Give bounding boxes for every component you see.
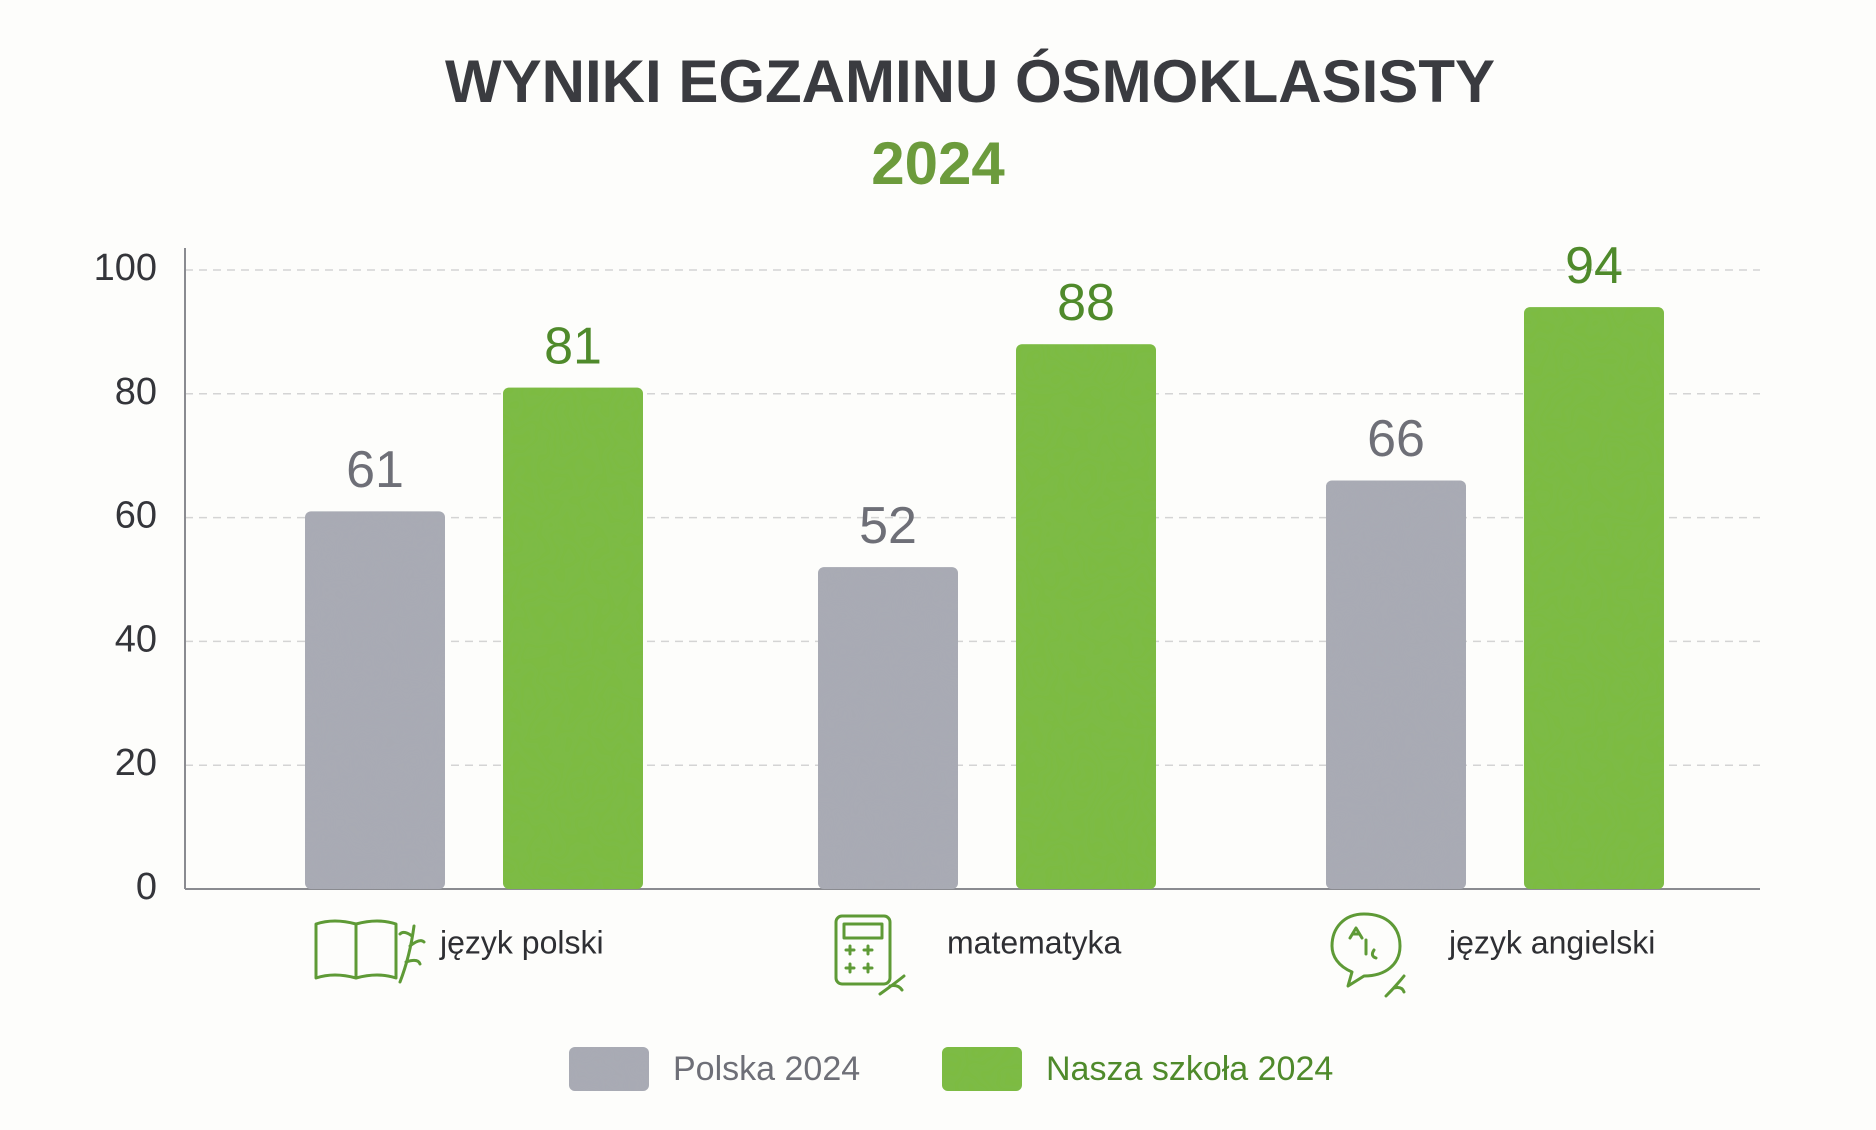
y-tick-label: 100 (94, 247, 157, 289)
x-tick-label: matematyka (947, 924, 1121, 960)
value-label: 88 (1057, 274, 1115, 332)
value-label: 66 (1367, 410, 1425, 468)
y-tick-label: 60 (115, 495, 157, 537)
legend-swatch (942, 1047, 1022, 1091)
x-tick-label: język polski (439, 924, 604, 960)
chart-subtitle: 2024 (871, 130, 1005, 197)
bar (305, 511, 445, 889)
icon-calculator (834, 914, 906, 996)
legend-label: Polska 2024 (673, 1050, 860, 1088)
y-tick-label: 40 (115, 618, 157, 660)
icon-book (314, 919, 426, 984)
bar (818, 567, 958, 889)
bar (503, 387, 643, 889)
y-tick-label: 20 (115, 742, 157, 784)
y-tick-label: 0 (136, 866, 157, 908)
value-label: 94 (1565, 237, 1623, 295)
x-tick-label: język angielski (1448, 924, 1655, 960)
bar (1524, 307, 1664, 889)
bar (1326, 480, 1466, 889)
legend-label: Nasza szkoła 2024 (1046, 1050, 1333, 1088)
legend-swatch (569, 1047, 649, 1091)
y-tick-label: 80 (115, 371, 157, 413)
chart-title: WYNIKI EGZAMINU ÓSMOKLASISTY (445, 48, 1495, 115)
value-label: 61 (346, 441, 404, 499)
value-label: 52 (859, 497, 917, 555)
value-label: 81 (544, 317, 602, 375)
icon-speech-bubble (1330, 912, 1406, 998)
bar (1016, 344, 1156, 889)
